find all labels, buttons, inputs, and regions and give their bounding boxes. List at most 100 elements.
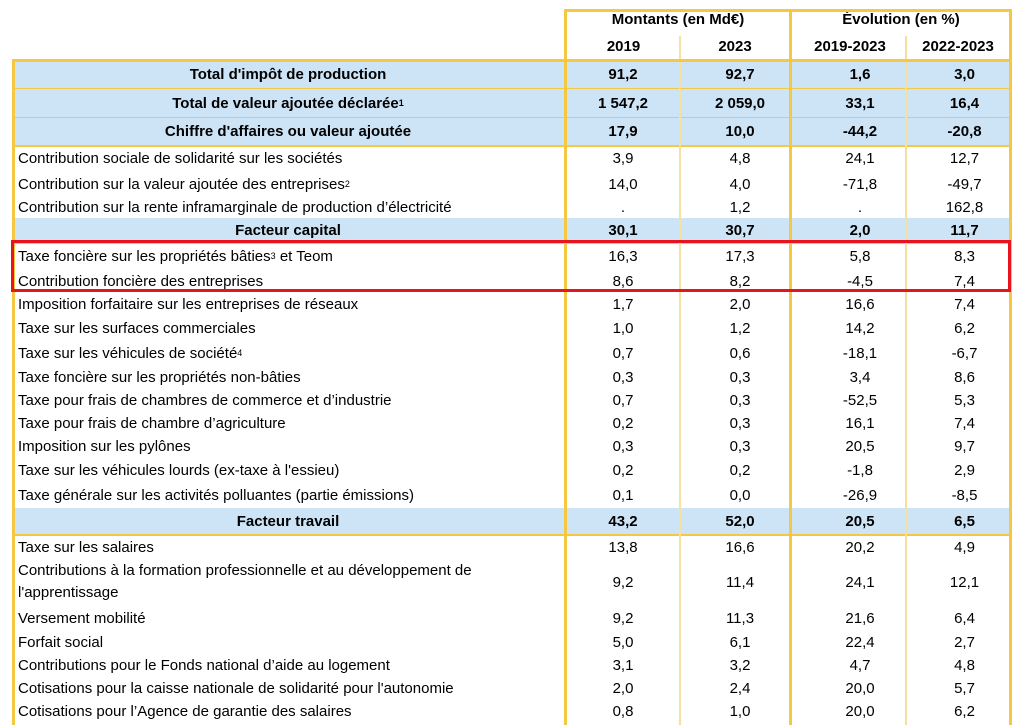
value-cell: 24,1 — [845, 573, 875, 591]
value-cell: 16,4 — [949, 94, 980, 112]
row-label: Imposition sur les pylônes — [18, 435, 572, 458]
row-label: Contribution sur la rente inframarginale… — [18, 196, 572, 218]
value-cell: 16,6 — [845, 296, 875, 313]
value-cell: 14,0 — [608, 175, 638, 193]
row-label-text: Contribution foncière des entreprises — [18, 272, 264, 290]
row-label-text: Contributions à la formation professionn… — [18, 562, 472, 601]
value-cell: 0,3 — [729, 391, 751, 409]
row-label-text: Contribution sur la valeur ajoutée des e… — [18, 175, 345, 193]
table-row: Taxe pour frais de chambres de commerce … — [12, 389, 1011, 411]
grid-line — [12, 59, 1012, 62]
row-label: Contribution foncière des entreprises — [18, 269, 572, 293]
value-cell: 30,7 — [725, 221, 755, 239]
table-row: Forfait social 5,0 6,1 22,4 2,7 — [12, 631, 1011, 653]
row-label-text: Contribution sociale de solidarité sur l… — [18, 150, 343, 167]
row-label: Facteur travail — [12, 508, 564, 534]
value-cell: 1,7 — [612, 296, 634, 313]
header-group-amounts: Montants (en Md€) — [611, 11, 745, 28]
grid-line — [12, 145, 1012, 147]
value-cell: 8,6 — [612, 272, 634, 290]
value-cell: 2,0 — [849, 221, 871, 239]
grid-line — [789, 10, 792, 725]
value-cell: . — [857, 198, 863, 216]
row-label-text: Total d'impôt de production — [189, 66, 387, 83]
value-cell: 0,2 — [612, 414, 634, 432]
value-cell: 12,7 — [949, 150, 980, 167]
row-label: Contribution sur la valeur ajoutée des e… — [18, 175, 350, 193]
grid-line — [564, 10, 567, 725]
row-label: Taxe sur les véhicules lourds (ex-taxe à… — [18, 459, 572, 482]
row-label-text: Taxe générale sur les activités polluant… — [18, 486, 415, 504]
value-cell: 2,0 — [729, 296, 751, 313]
value-cell: 6,5 — [954, 512, 975, 530]
row-label: Taxe foncière sur les propriétés bâties 3… — [18, 247, 333, 265]
table-row: Taxe sur les salaires 13,8 16,6 20,2 4,9 — [12, 536, 1011, 559]
value-cell: 6,2 — [954, 702, 975, 720]
row-label-text: Cotisations pour la caisse nationale de … — [18, 679, 454, 697]
value-cell: 6,1 — [729, 633, 751, 651]
value-cell: 0,7 — [612, 391, 634, 409]
table-row: Imposition sur les pylônes 0,3 0,3 20,5 9,7 — [12, 435, 1011, 458]
value-cell: 24,1 — [845, 150, 875, 167]
header-col-2019: 2019 — [606, 38, 641, 55]
grid-line — [12, 60, 15, 725]
grid-line — [12, 534, 1012, 536]
value-cell: 6,4 — [954, 610, 975, 627]
value-cell: 3,9 — [612, 150, 634, 167]
row-label-text: Facteur travail — [236, 512, 340, 530]
table-row: Contribution foncière des entreprises 8,6… — [12, 269, 1011, 293]
value-cell: 8,3 — [954, 247, 975, 265]
value-cell: 33,1 — [845, 94, 875, 112]
value-cell: 9,2 — [612, 610, 634, 627]
row-label-text: Versement mobilité — [18, 610, 146, 627]
row-label-text: Chiffre d'affaires ou valeur ajoutée — [164, 123, 412, 140]
value-cell: -8,5 — [951, 486, 978, 504]
row-label: Forfait social — [18, 631, 572, 653]
value-cell: -52,5 — [842, 391, 878, 409]
value-cell: 16,1 — [845, 414, 875, 432]
value-cell: 20,5 — [845, 512, 875, 530]
row-label-text: Cotisations pour l’Agence de garantie de… — [18, 702, 352, 720]
grid-line — [1009, 10, 1012, 725]
row-label: Total d'impôt de production — [12, 61, 564, 88]
table-row: Taxe foncière sur les propriétés bâties 3… — [12, 244, 1011, 268]
value-cell: 16,3 — [608, 247, 638, 265]
table-row: Total d'impôt de production 91,2 92,7 1,6 3,… — [12, 61, 1011, 88]
highlight-box — [11, 240, 1011, 292]
value-cell: 2 059,0 — [714, 94, 766, 112]
value-cell: 1,2 — [729, 319, 751, 337]
row-label-text: Facteur capital — [235, 221, 341, 239]
row-label-text: Taxe pour frais de chambres de commerce … — [18, 391, 392, 409]
value-cell: 8,6 — [954, 368, 975, 386]
row-label: Contributions pour le Fonds national d’a… — [18, 654, 572, 676]
value-cell: 3,2 — [729, 656, 751, 674]
grid-line — [679, 36, 681, 725]
header-group-evolution: Évolution (en %) — [842, 11, 960, 28]
value-cell: 162,8 — [945, 198, 984, 216]
table-row: Taxe pour frais de chambre d’agriculture… — [12, 412, 1011, 434]
value-cell: 20,5 — [845, 438, 875, 455]
value-cell: 0,8 — [612, 702, 634, 720]
row-label: Taxe générale sur les activités polluant… — [18, 483, 572, 507]
value-cell: -44,2 — [842, 123, 878, 140]
value-cell: 16,6 — [725, 539, 755, 556]
value-cell: -71,8 — [842, 175, 878, 193]
row-label: Taxe pour frais de chambre d’agriculture — [18, 412, 572, 434]
value-cell: -6,7 — [951, 344, 978, 362]
value-cell: 9,7 — [954, 438, 975, 455]
value-cell: 20,2 — [845, 539, 875, 556]
table-row: Taxe sur les véhicules de société 4 0,7 0,6… — [12, 341, 1011, 365]
row-label-text: Taxe sur les surfaces commerciales — [18, 319, 256, 337]
table-row: Taxe sur les surfaces commerciales 1,0 1,2… — [12, 316, 1011, 340]
row-label-text: Contribution sur la rente inframarginale… — [18, 198, 452, 216]
row-label-text: Taxe sur les véhicules de société — [18, 344, 238, 362]
value-cell: 17,9 — [608, 123, 638, 140]
value-cell: 92,7 — [725, 66, 755, 83]
table-row: Contributions à la formation professionn… — [12, 559, 1011, 605]
header-col-2019-2023: 2019-2023 — [814, 38, 886, 55]
value-cell: 4,7 — [849, 656, 871, 674]
value-cell: 21,6 — [845, 610, 875, 627]
value-cell: 7,4 — [954, 272, 975, 290]
value-cell: 0,0 — [729, 486, 751, 504]
value-cell: -1,8 — [847, 462, 873, 479]
